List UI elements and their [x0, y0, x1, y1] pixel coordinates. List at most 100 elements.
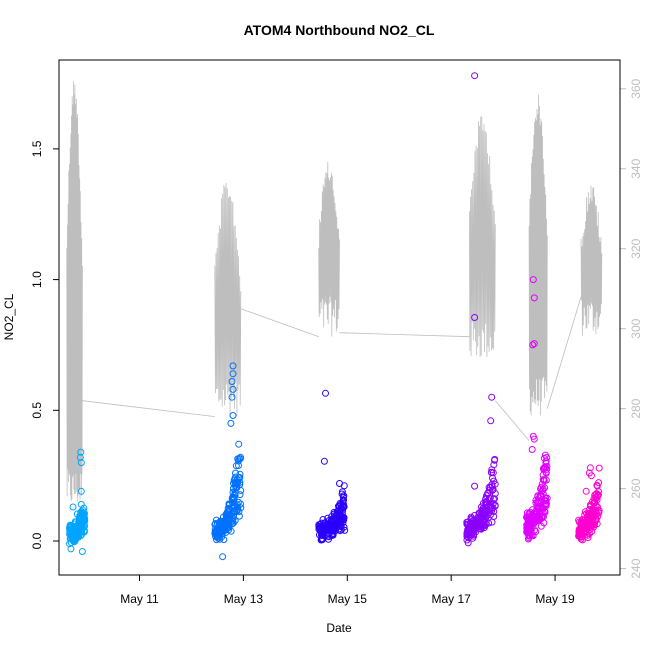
data-point — [489, 474, 496, 482]
data-point — [78, 508, 86, 516]
data-point — [479, 516, 487, 524]
data-point — [233, 507, 241, 515]
data-point — [76, 453, 84, 461]
data-point — [529, 341, 537, 349]
data-point — [542, 457, 550, 465]
x-tick-label: May 17 — [432, 592, 472, 606]
data-point — [537, 508, 545, 516]
data-point — [69, 535, 77, 543]
y-tick-label: 1.0 — [30, 271, 44, 288]
data-point — [229, 370, 237, 378]
data-point — [527, 526, 535, 534]
x-tick-label: May 15 — [328, 592, 368, 606]
data-point — [464, 539, 472, 547]
data-point — [539, 486, 547, 494]
y-tick-label: 0.5 — [30, 402, 44, 419]
line-trace — [318, 161, 340, 337]
point-group-6 — [575, 464, 603, 544]
data-point — [228, 378, 236, 385]
data-point — [331, 523, 339, 531]
data-point — [211, 530, 219, 538]
point-group-3 — [315, 389, 349, 544]
data-point — [483, 501, 491, 509]
data-point — [589, 519, 597, 527]
data-point — [471, 72, 479, 80]
data-point — [69, 503, 77, 511]
data-point — [488, 518, 496, 526]
data-point — [543, 454, 551, 461]
data-point — [533, 509, 541, 517]
data-point — [77, 448, 85, 456]
data-point — [540, 477, 548, 485]
data-point — [539, 476, 547, 484]
line-segment-3 — [318, 161, 340, 337]
data-point — [486, 507, 494, 515]
data-point — [75, 514, 83, 522]
data-point — [340, 492, 348, 500]
data-point — [486, 494, 494, 502]
y2-tick-label: 240 — [629, 558, 643, 578]
data-point — [471, 314, 479, 321]
data-point — [591, 498, 599, 506]
data-point — [491, 480, 499, 488]
data-point — [583, 510, 591, 518]
data-point — [229, 385, 237, 393]
data-point — [534, 499, 542, 507]
data-point — [577, 533, 585, 541]
data-point — [524, 527, 532, 535]
data-point — [590, 523, 598, 531]
line-connector-1 — [82, 400, 215, 418]
y2-tick-label: 280 — [629, 398, 643, 418]
data-point — [541, 500, 549, 508]
data-point — [226, 514, 234, 522]
data-point — [226, 500, 234, 508]
data-point — [590, 494, 598, 502]
data-point — [225, 522, 233, 530]
x-axis-label: Date — [326, 621, 352, 635]
data-point — [234, 478, 242, 486]
line-trace — [66, 81, 83, 502]
data-point — [236, 470, 244, 478]
data-point — [340, 501, 348, 509]
data-point — [591, 491, 599, 499]
data-point — [235, 440, 243, 448]
data-point — [486, 511, 494, 519]
data-point — [77, 459, 85, 467]
x-tick-label: May 13 — [224, 592, 264, 606]
data-point — [485, 486, 493, 494]
data-point — [318, 532, 326, 539]
data-point — [318, 536, 326, 544]
data-point — [236, 491, 244, 499]
data-point — [593, 481, 601, 489]
data-point — [530, 294, 538, 302]
data-point — [236, 455, 244, 463]
data-point — [320, 457, 328, 465]
data-point — [232, 462, 240, 470]
data-point — [326, 523, 334, 531]
line-connector-3 — [339, 332, 470, 338]
data-point — [228, 495, 236, 502]
data-point — [523, 528, 531, 536]
data-point — [212, 516, 220, 524]
data-point — [489, 469, 497, 477]
data-point — [529, 276, 537, 284]
point-group-5 — [523, 276, 551, 543]
data-point — [542, 497, 550, 505]
data-point — [229, 515, 237, 523]
data-point — [77, 487, 85, 495]
data-point — [336, 514, 344, 522]
data-point — [80, 521, 88, 529]
line-trace — [528, 94, 548, 416]
data-point — [337, 502, 345, 509]
data-point — [491, 456, 498, 464]
data-point — [78, 548, 86, 555]
data-point — [595, 464, 603, 472]
data-point — [222, 513, 230, 521]
data-point — [227, 419, 235, 427]
line-segment-5 — [528, 94, 548, 416]
chart-title: ATOM4 Northbound NO2_CL — [244, 22, 435, 38]
data-point — [586, 464, 594, 472]
line-connector-4 — [495, 400, 530, 441]
